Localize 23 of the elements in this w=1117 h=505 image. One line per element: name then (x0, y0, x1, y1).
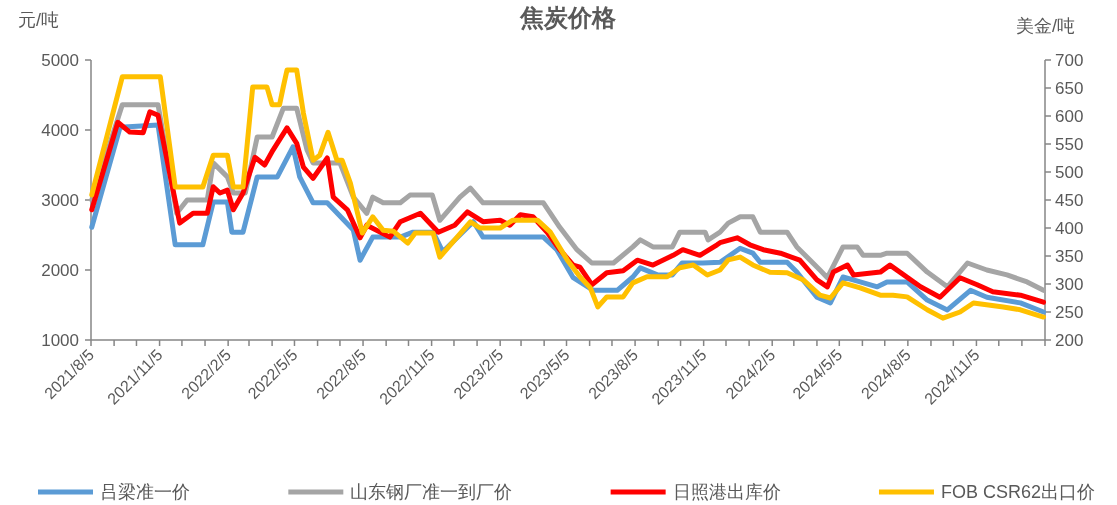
y2-tick-label: 250 (1055, 303, 1084, 322)
y2-tick-label: 650 (1055, 79, 1084, 98)
y-tick-label: 5000 (41, 51, 79, 70)
y-axis-title: 元/吨 (18, 10, 60, 30)
y2-axis-title: 美金/吨 (1015, 16, 1075, 36)
legend-label: FOB CSR62出口价 (940, 482, 1095, 502)
y2-tick-label: 200 (1055, 331, 1084, 350)
y-tick-label: 1000 (41, 331, 79, 350)
legend-label: 吕梁准一价 (100, 482, 190, 502)
y2-tick-label: 600 (1055, 107, 1084, 126)
y-tick-label: 2000 (41, 261, 79, 280)
y2-tick-label: 450 (1055, 191, 1084, 210)
y2-tick-label: 300 (1055, 275, 1084, 294)
legend-label: 日照港出库价 (672, 482, 781, 502)
y2-tick-label: 500 (1055, 163, 1084, 182)
y2-tick-label: 700 (1055, 51, 1084, 70)
y-tick-label: 4000 (41, 121, 79, 140)
y2-tick-label: 550 (1055, 135, 1084, 154)
y2-tick-label: 350 (1055, 247, 1084, 266)
legend-label: 山东钢厂准一到厂价 (350, 482, 513, 502)
chart-title: 焦炭价格 (519, 4, 617, 31)
y-tick-label: 3000 (41, 191, 79, 210)
y2-tick-label: 400 (1055, 219, 1084, 238)
